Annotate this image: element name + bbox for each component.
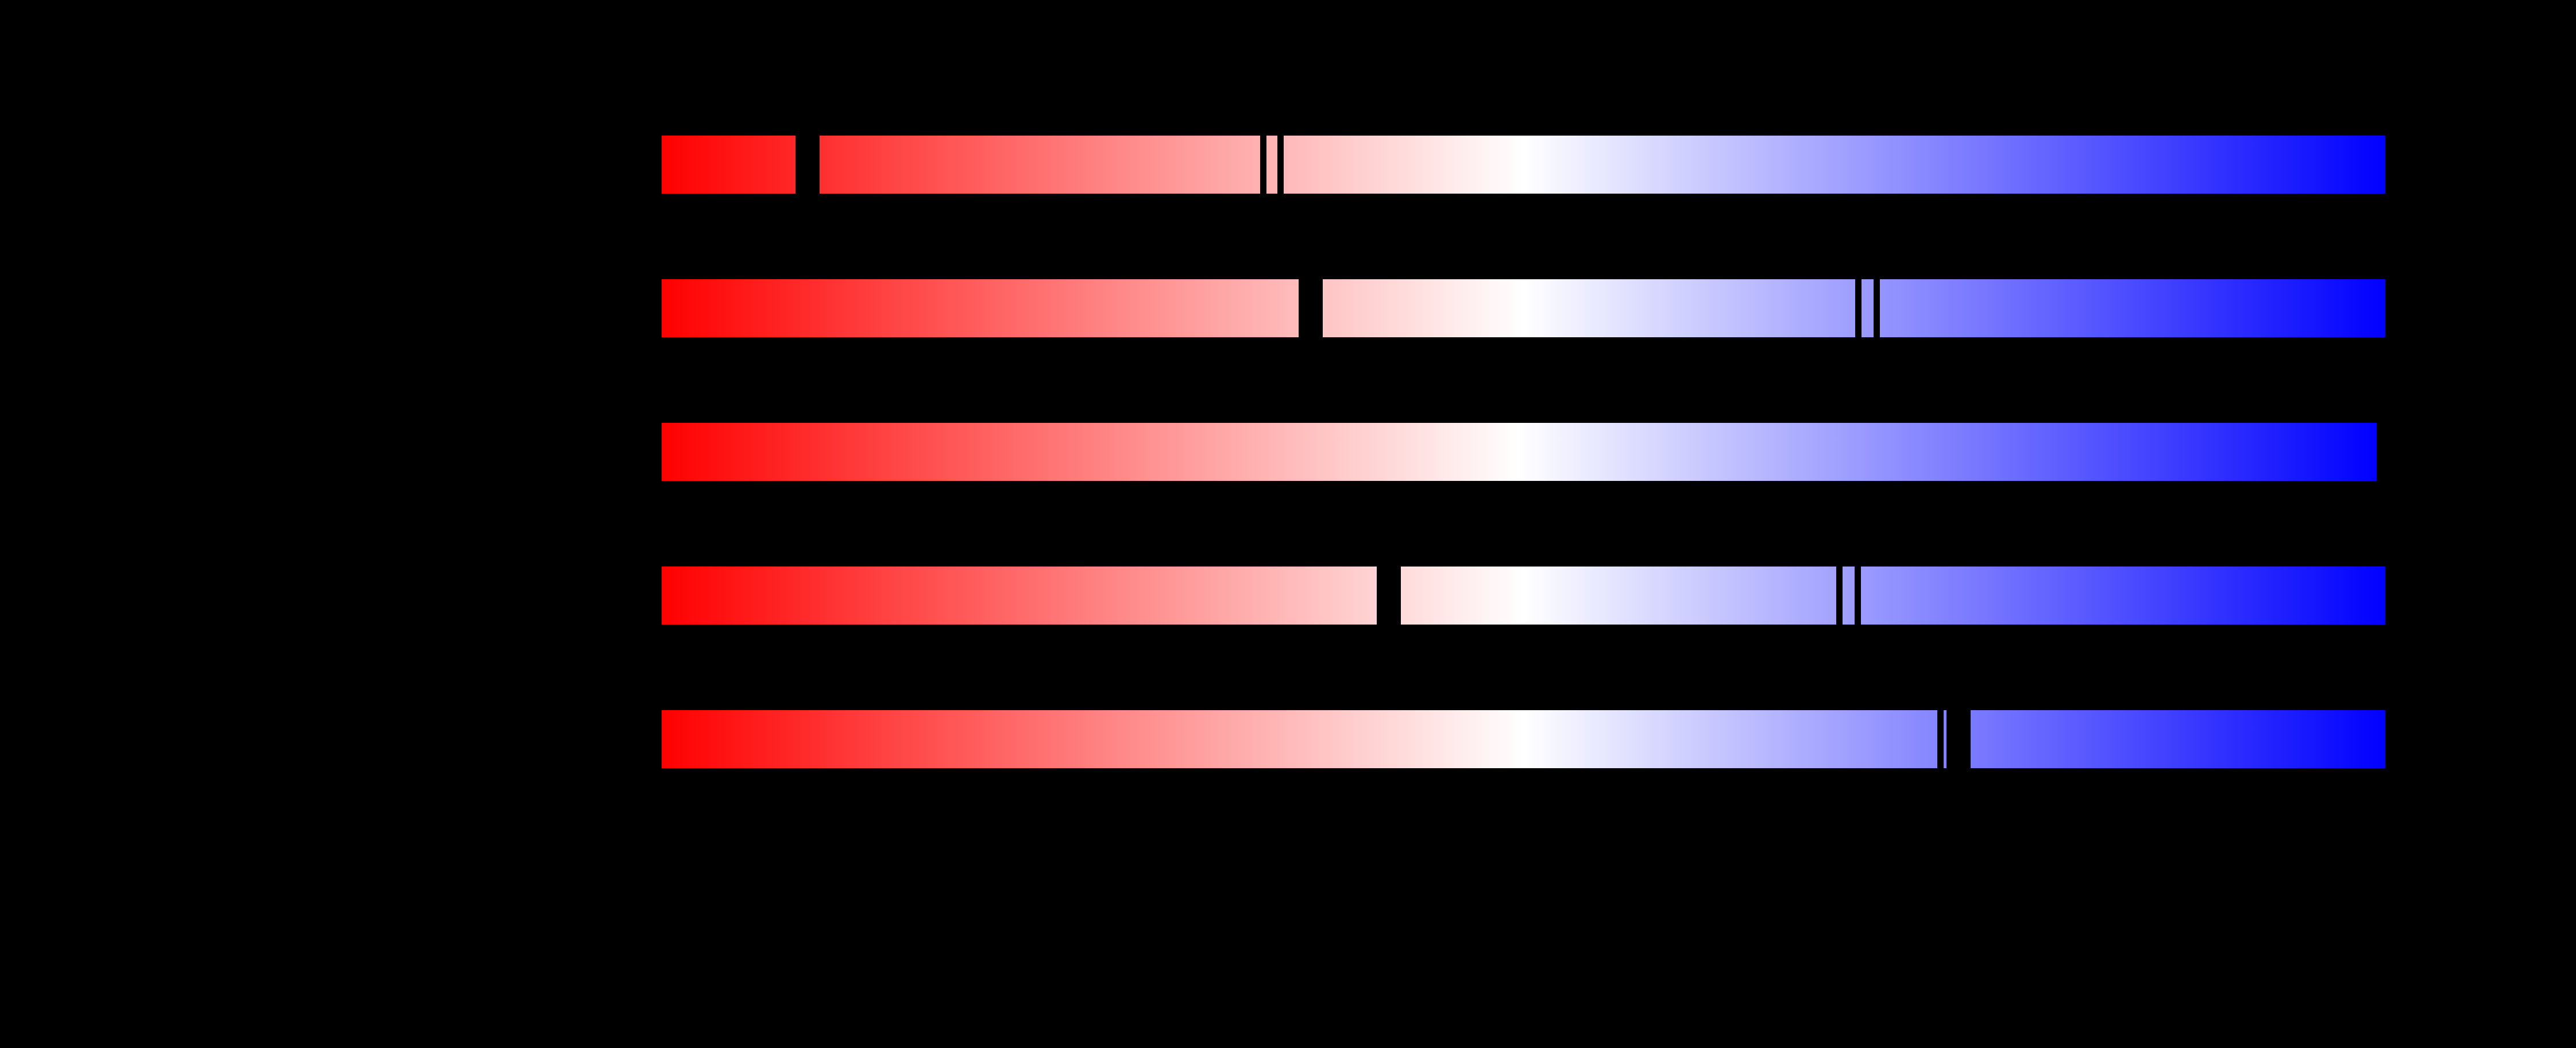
gradient-bar-row-4	[662, 567, 2385, 625]
marker-thin	[1855, 567, 1861, 625]
marker-thin	[1874, 279, 1880, 337]
marker-thin	[1260, 136, 1266, 194]
gradient-bar-row-1	[662, 136, 2385, 194]
marker-thin	[1277, 136, 1284, 194]
marker-thick	[1377, 567, 1401, 625]
marker-thick	[1947, 710, 1971, 768]
marker-thin	[1937, 710, 1944, 768]
marker-thin	[1836, 567, 1843, 625]
marker-thin	[1855, 279, 1861, 337]
gradient-bar-row-5	[662, 710, 2385, 768]
gradient-bar-row-3	[662, 423, 2377, 481]
marker-thick	[1299, 279, 1323, 337]
gradient-bar-row-2	[662, 279, 2385, 337]
marker-thick	[795, 136, 820, 194]
